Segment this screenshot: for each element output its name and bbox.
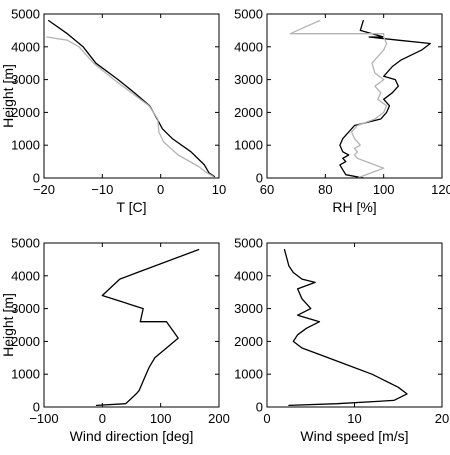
humidity-x-tick-label: 60 <box>260 182 274 197</box>
wind-direction-y-tick-label: 0 <box>33 400 40 415</box>
wind-speed-y-tick-label: 1000 <box>234 367 263 382</box>
temperature-y-tick-label: 4000 <box>11 39 40 54</box>
humidity-y-tick-label: 5000 <box>234 7 263 22</box>
wind-direction-x-tick-label: −100 <box>29 411 58 426</box>
wind-direction-y-tick-label: 1000 <box>11 367 40 382</box>
wind-speed-y-tick-label: 3000 <box>234 301 263 316</box>
wind-speed-x-tick-label: 0 <box>263 411 270 426</box>
wind-speed-plot-frame <box>266 242 443 408</box>
humidity-panel: 60 80 100 120 0 1000 2000 3000 4000 5000 RH [%] <box>234 7 450 216</box>
temperature-y-tick-label: 2000 <box>11 105 40 120</box>
wind-direction-y-axis-title: Height [m] <box>0 293 16 357</box>
temperature-x-tick-label: −10 <box>91 182 113 197</box>
wind-direction-x-tick-label: 100 <box>150 411 172 426</box>
wind-speed-x-axis-title: Wind speed [m/s] <box>300 428 408 444</box>
humidity-y-tick-label: 2000 <box>234 105 263 120</box>
temperature-series-2-line <box>46 36 214 178</box>
wind-direction-plot-frame <box>43 242 220 408</box>
humidity-y-tick-label: 1000 <box>234 138 263 153</box>
temperature-x-tick-label: −20 <box>33 182 55 197</box>
wind-direction-series-1-line <box>95 248 200 407</box>
wind-speed-y-tick-label: 0 <box>256 400 263 415</box>
wind-direction-x-tick-label: 0 <box>99 411 106 426</box>
wind-speed-series-1-line <box>283 248 408 407</box>
wind-direction-y-tick-label: 2000 <box>11 334 40 349</box>
temperature-y-tick-label: 3000 <box>11 72 40 87</box>
humidity-y-tick-label: 0 <box>256 171 263 186</box>
humidity-x-tick-label: 100 <box>373 182 395 197</box>
wind-speed-y-tick-label: 5000 <box>234 236 263 251</box>
temperature-x-tick-label: 0 <box>157 182 164 197</box>
wind-direction-y-tick-label: 4000 <box>11 268 40 283</box>
wind-speed-x-tick-label: 20 <box>435 411 449 426</box>
temperature-y-tick-label: 0 <box>33 171 40 186</box>
humidity-plot-frame <box>266 13 443 179</box>
wind-direction-y-tick-label: 5000 <box>11 236 40 251</box>
humidity-x-axis-title: RH [%] <box>332 199 376 215</box>
wind-speed-y-tick-label: 2000 <box>234 334 263 349</box>
temperature-y-tick-label: 1000 <box>11 138 40 153</box>
temperature-plot-frame <box>43 13 220 179</box>
wind-direction-x-axis-title: Wind direction [deg] <box>70 428 194 444</box>
humidity-series-2-line <box>289 19 388 179</box>
wind-speed-panel: 0 10 20 0 1000 2000 3000 4000 5000 Wind speed [m/… <box>234 236 449 445</box>
temperature-panel: −20 −10 0 10 0 1000 2000 3000 4000 5000 T [C] Heigh… <box>0 7 226 216</box>
temperature-x-tick-label: 10 <box>212 182 226 197</box>
temperature-x-axis-title: T [C] <box>116 199 146 215</box>
humidity-y-tick-label: 3000 <box>234 72 263 87</box>
humidity-x-tick-label: 120 <box>431 182 450 197</box>
humidity-series-1-line <box>339 19 431 179</box>
wind-speed-x-tick-label: 10 <box>347 411 361 426</box>
wind-direction-y-tick-label: 3000 <box>11 301 40 316</box>
temperature-y-axis-title: Height [m] <box>0 64 16 128</box>
wind-direction-x-tick-label: 200 <box>208 411 230 426</box>
humidity-x-tick-label: 80 <box>318 182 332 197</box>
wind-speed-y-tick-label: 4000 <box>234 268 263 283</box>
temperature-y-tick-label: 5000 <box>11 7 40 22</box>
humidity-y-tick-label: 4000 <box>234 39 263 54</box>
